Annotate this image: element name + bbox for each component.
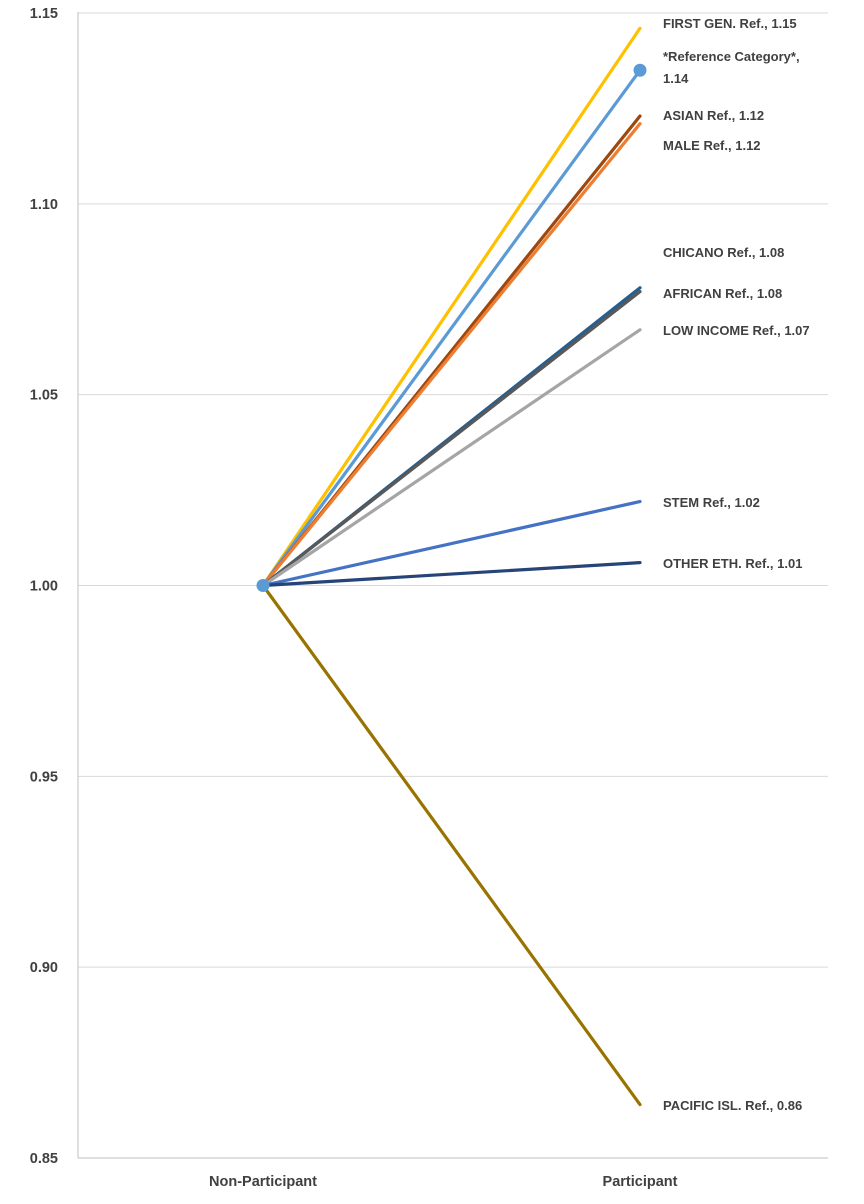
series-label: AFRICAN Ref., 1.08 <box>663 286 782 301</box>
y-tick-label: 1.00 <box>30 579 58 595</box>
y-tick-label: 0.90 <box>30 960 58 976</box>
y-tick-label: 1.10 <box>30 197 58 213</box>
series-line <box>261 290 642 588</box>
series-label: ASIAN Ref., 1.12 <box>663 108 764 123</box>
series-markers <box>256 63 647 592</box>
series-line <box>261 560 642 588</box>
y-tick-label: 0.95 <box>30 769 58 785</box>
series-line <box>261 122 642 588</box>
series-label: LOW INCOME Ref., 1.07 <box>663 323 810 338</box>
y-tick-label: 1.05 <box>30 388 58 404</box>
x-category-label: Participant <box>603 1174 678 1190</box>
series-label: PACIFIC ISL. Ref., 0.86 <box>663 1098 802 1113</box>
series-label: MALE Ref., 1.12 <box>663 138 761 153</box>
series-label: *Reference Category*, <box>663 49 800 64</box>
y-tick-label: 0.85 <box>30 1151 58 1167</box>
axes: 0.85 0.90 0.95 1.00 1.05 1.10 1.15 Non-Particip… <box>30 6 828 1190</box>
x-category-label: Non-Participant <box>209 1174 317 1190</box>
series-lines <box>261 26 642 1107</box>
series-line <box>261 68 642 588</box>
series-line <box>261 328 642 588</box>
series-label: CHICANO Ref., 1.08 <box>663 245 784 260</box>
series-line <box>261 583 642 1107</box>
series-point <box>256 579 270 592</box>
gridlines <box>78 12 828 1159</box>
series-label: STEM Ref., 1.02 <box>663 495 760 510</box>
series-line <box>261 499 642 588</box>
series-line <box>261 26 642 588</box>
series-label: OTHER ETH. Ref., 1.01 <box>663 556 802 571</box>
series-labels: FIRST GEN. Ref., 1.15 *Reference Category… <box>663 16 810 1113</box>
series-label: 1.14 <box>663 71 689 86</box>
series-label: FIRST GEN. Ref., 1.15 <box>663 16 797 31</box>
series-point <box>633 63 647 77</box>
y-tick-label: 1.15 <box>30 6 58 22</box>
